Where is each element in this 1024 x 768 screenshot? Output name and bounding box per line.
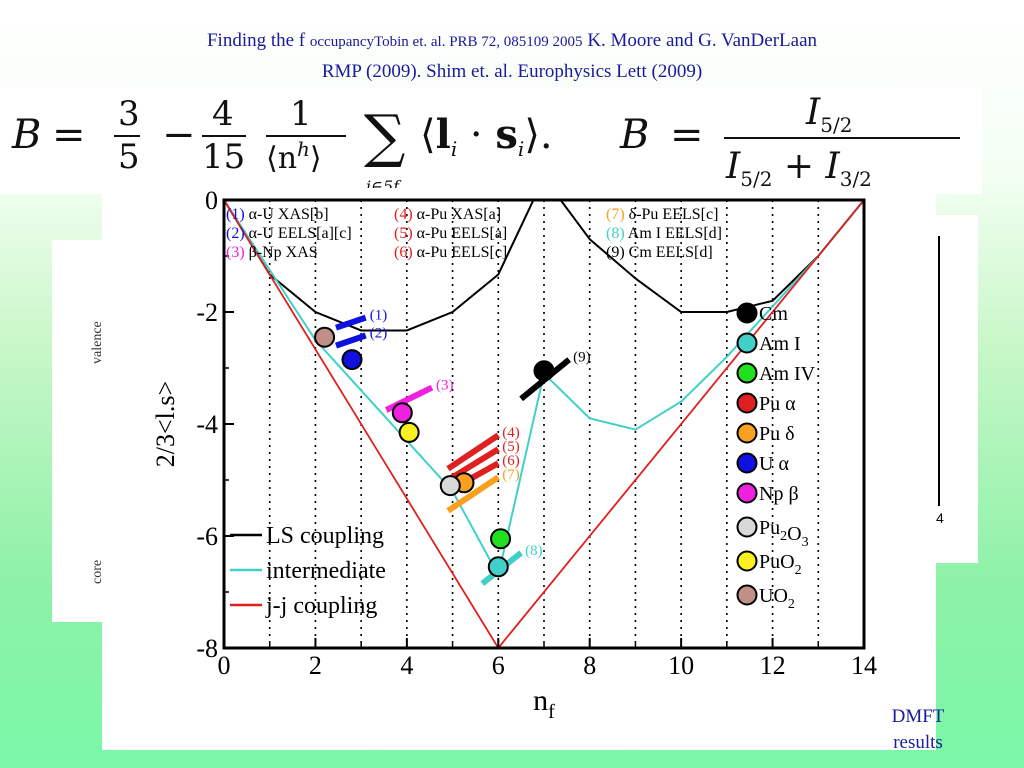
annotation-legend-entry: (9) Cm EELS[d] xyxy=(606,244,713,261)
x-tick-label: 4 xyxy=(400,651,413,680)
header-line1-c: K. Moore and G. VanDerLaan xyxy=(587,30,818,51)
svg-text:1: 1 xyxy=(290,94,312,134)
material-legend-swatch xyxy=(736,452,758,474)
dmft-results-link[interactable]: DMFT results xyxy=(870,704,966,756)
header-line1-a: Finding the f xyxy=(206,30,306,51)
x-tick-label: 12 xyxy=(760,651,786,680)
material-legend-swatch xyxy=(736,550,758,572)
measurement-bar xyxy=(384,384,434,413)
measurement-bar-label: (1) xyxy=(370,308,388,324)
svg-text:=: = xyxy=(52,112,86,158)
annotation-legend-entry: (7) δ-Pu EELS[c] xyxy=(606,206,718,223)
measurement-bar-label: (5) xyxy=(502,439,520,455)
header-line2: RMP (2009). Shim et. al. Europhysics Let… xyxy=(321,61,703,82)
data-point xyxy=(341,349,363,371)
right-panel-tick-label: 4 xyxy=(936,510,944,526)
chart: 0 2 4 6 8 10 12 14 0 -2 -4 -6 -8 nf 2/3<l.s> (1) (2) (3) (… xyxy=(151,188,877,723)
data-point xyxy=(391,402,413,424)
svg-text:=: = xyxy=(670,112,704,158)
measurement-bar xyxy=(446,474,500,514)
material-legend-swatch xyxy=(736,302,758,324)
formula-image: B = 3 5 − 4 15 1 ⟨nh⟩ ∑ i∈5f ⟨li · si⟩. … xyxy=(11,92,960,194)
material-legend-label: U α xyxy=(759,453,789,475)
material-legend-label: Cm xyxy=(759,303,788,325)
series-line-ls-coupling xyxy=(224,200,864,332)
material-legend-swatch xyxy=(736,584,758,606)
measurement-bar xyxy=(335,314,367,331)
material-legend-label: Am I xyxy=(759,333,801,355)
annotation-legend-entry: (4) α-Pu XAS[a] xyxy=(394,206,501,223)
material-legend-swatch xyxy=(736,482,758,504)
dmft-line2: results xyxy=(893,732,943,753)
x-tick-label: 10 xyxy=(668,651,694,680)
data-point xyxy=(398,421,420,443)
annotation-legend-entry: (2) α-U EELS[a][c] xyxy=(226,225,352,242)
svg-text:⟨nh⟩: ⟨nh⟩ xyxy=(266,137,322,176)
x-tick-label: 6 xyxy=(492,651,505,680)
material-legend-label: Pu α xyxy=(759,393,796,415)
x-tick-label: 8 xyxy=(583,651,596,680)
measurement-bar xyxy=(446,432,500,472)
material-legend-swatch xyxy=(736,392,758,414)
material-legend-label: PuO2 xyxy=(759,551,802,578)
x-tick-label: 14 xyxy=(851,651,877,680)
material-legend-swatch xyxy=(736,332,758,354)
material-legend-swatch xyxy=(736,516,758,538)
dmft-line1: DMFT xyxy=(891,706,945,727)
x-tick-label: 2 xyxy=(309,651,322,680)
measurement-bar-label: (7) xyxy=(502,467,520,483)
y-tick-label: 0 xyxy=(205,188,218,215)
right-panel-axis-line xyxy=(938,236,940,506)
svg-text:I5/2 + I3/2: I5/2 + I3/2 xyxy=(725,146,872,191)
measurement-bar-label: (3) xyxy=(436,378,454,394)
x-tick-label: 0 xyxy=(218,651,231,680)
y-tick-label: -8 xyxy=(196,634,218,663)
annotation-legend-entry: (5) α-Pu EELS[a] xyxy=(394,225,507,242)
data-point xyxy=(533,360,555,382)
annotation-legend-entry: (3) β-Np XAS xyxy=(226,244,318,261)
y-tick-label: -2 xyxy=(196,298,218,327)
legend-line-label: j-j coupling xyxy=(265,593,377,619)
y-axis-label: 2/3<l.s> xyxy=(151,381,180,467)
annotation-legend-entry: (1) α-U XAS[b] xyxy=(226,206,329,223)
material-legend-label: Am IV xyxy=(759,363,816,385)
measurement-bar xyxy=(335,332,367,349)
measurement-bar xyxy=(446,446,500,483)
svg-text:B: B xyxy=(619,112,649,158)
material-legend-label: Pu2O3 xyxy=(759,517,809,550)
formula-box xyxy=(0,88,982,194)
data-point xyxy=(487,556,509,578)
data-point xyxy=(490,528,512,550)
legend-line-label: LS coupling xyxy=(266,523,384,549)
slide-header: Finding the f occupancyTobin et. al. PRB… xyxy=(40,26,984,87)
svg-text:5: 5 xyxy=(118,137,140,177)
svg-text:−: − xyxy=(162,112,196,158)
y-tick-label: -4 xyxy=(196,410,218,439)
material-legend-swatch xyxy=(736,422,758,444)
y-tick-label: -6 xyxy=(196,522,218,551)
measurement-bar-label: (4) xyxy=(502,425,520,441)
data-point xyxy=(314,326,336,348)
header-line1-b: occupancyTobin et. al. PRB 72, 085109 20… xyxy=(309,34,583,50)
svg-text:I5/2: I5/2 xyxy=(805,92,852,137)
material-legend-swatch xyxy=(736,362,758,384)
data-point xyxy=(439,475,461,497)
x-axis-label: nf xyxy=(533,684,555,723)
svg-text:4: 4 xyxy=(212,94,234,134)
material-legend-label: Pu δ xyxy=(759,423,795,445)
svg-text:⟨li · si⟩.: ⟨li · si⟩. xyxy=(420,111,553,161)
annotation-legend-entry: (6) α-Pu EELS[c] xyxy=(394,244,507,261)
measurement-bar-label: (9) xyxy=(573,350,591,366)
legend-line-label: intermediate xyxy=(266,558,386,584)
svg-text:B: B xyxy=(11,112,41,158)
measurement-bar-label: (2) xyxy=(370,326,388,342)
measurement-bar-label: (6) xyxy=(502,453,520,469)
svg-text:∑: ∑ xyxy=(364,102,405,170)
measurement-bar-label: (8) xyxy=(525,543,543,559)
material-legend-label: Np β xyxy=(759,483,799,505)
svg-text:3: 3 xyxy=(118,94,140,134)
svg-text:15: 15 xyxy=(202,137,245,177)
annotation-legend-entry: (8) Am I EELS[d] xyxy=(606,225,722,242)
material-legend-label: UO2 xyxy=(759,585,795,612)
